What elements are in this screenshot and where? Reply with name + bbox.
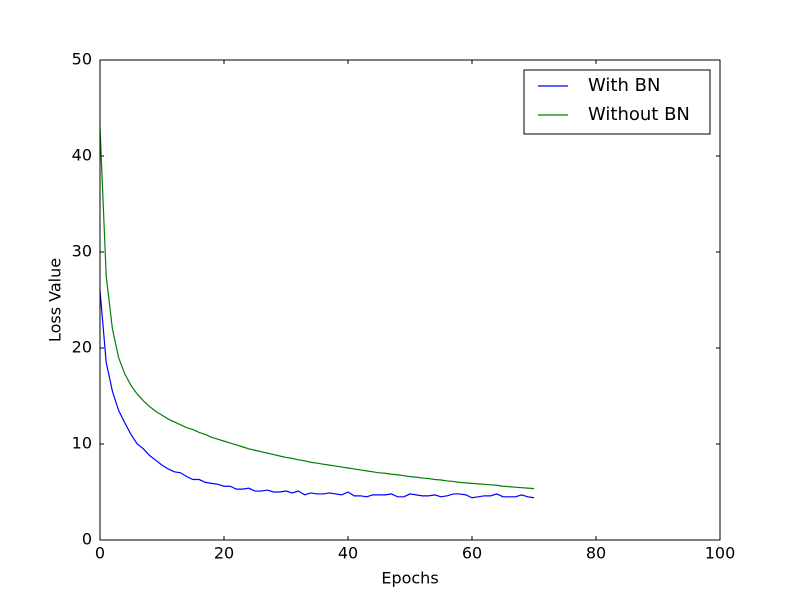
x-tick-label: 100 [705,544,736,563]
legend-label: With BN [588,75,660,96]
y-tick-label: 0 [82,530,92,549]
y-tick-label: 20 [72,338,92,357]
plot-frame [99,59,721,541]
legend-box [523,69,711,135]
y-tick-label: 40 [72,146,92,165]
x-axis-label: Epochs [381,569,438,588]
x-tick-label: 60 [462,544,482,563]
legend-label: Without BN [588,104,690,125]
line-series [99,127,535,490]
line-series [99,290,535,499]
x-tick-label: 40 [338,544,358,563]
y-tick-label: 10 [72,434,92,453]
x-tick-label: 0 [95,544,105,563]
x-tick-label: 20 [214,544,234,563]
y-tick-label: 50 [72,50,92,69]
y-tick-label: 30 [72,242,92,261]
x-tick-label: 80 [586,544,606,563]
y-axis-label: Loss Value [46,258,65,342]
